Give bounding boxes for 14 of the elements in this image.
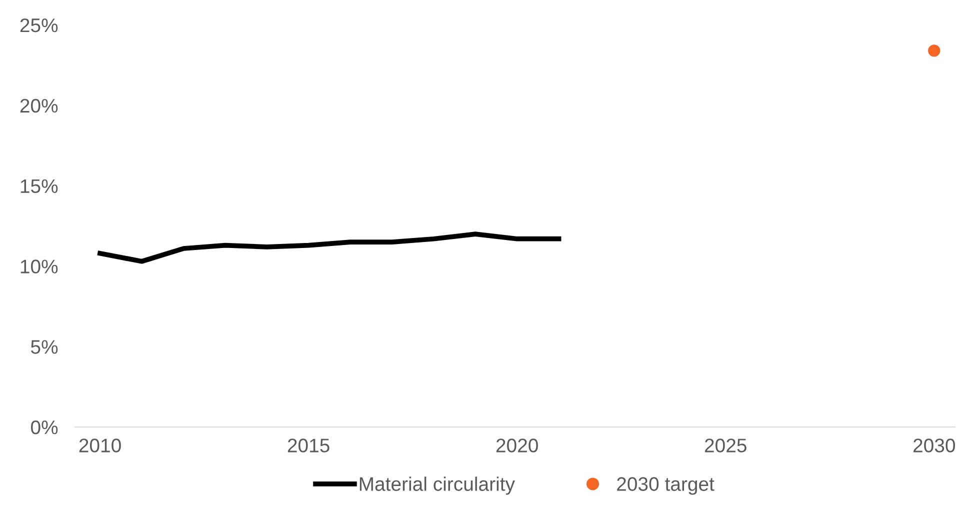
legend-label: Material circularity xyxy=(360,476,515,495)
legend-label: 2030 target xyxy=(617,477,714,495)
x-tick-label: 2030 xyxy=(914,438,956,452)
y-tick-label: 10% xyxy=(20,260,58,274)
x-tick-label: 2010 xyxy=(79,438,121,452)
x-tick-label: 2025 xyxy=(704,438,746,452)
x-tick-label: 2020 xyxy=(496,438,538,452)
y-tick-label: 15% xyxy=(20,179,58,194)
y-tick-label: 5% xyxy=(31,340,58,354)
line-series xyxy=(98,232,562,264)
x-tick-label: 2015 xyxy=(288,438,330,452)
y-tick-label: 20% xyxy=(20,98,58,113)
y-tick-label: 0% xyxy=(30,420,58,434)
y-tick-label: 25% xyxy=(20,18,58,32)
